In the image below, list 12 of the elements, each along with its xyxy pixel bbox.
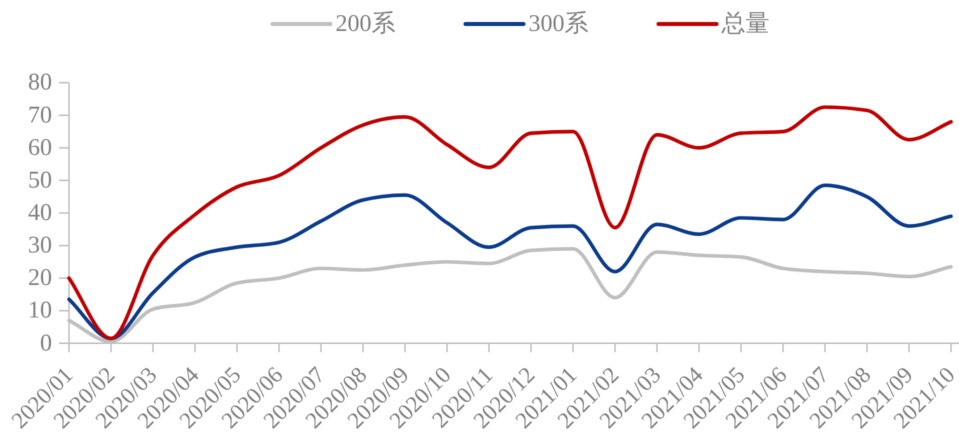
y-tick-label: 80 bbox=[28, 70, 52, 96]
y-tick-label: 30 bbox=[28, 232, 52, 259]
y-tick-label: 10 bbox=[28, 298, 52, 324]
y-tick-label: 0 bbox=[40, 330, 52, 356]
legend-label: 200系 bbox=[336, 11, 396, 37]
y-tick-label: 40 bbox=[28, 200, 52, 226]
y-tick-label: 70 bbox=[28, 102, 52, 128]
legend-label: 总量 bbox=[722, 11, 770, 37]
y-tick-label: 60 bbox=[28, 134, 52, 161]
y-tick-label: 50 bbox=[28, 167, 52, 194]
legend-label: 300系 bbox=[528, 11, 588, 37]
y-tick-label: 20 bbox=[28, 265, 52, 292]
